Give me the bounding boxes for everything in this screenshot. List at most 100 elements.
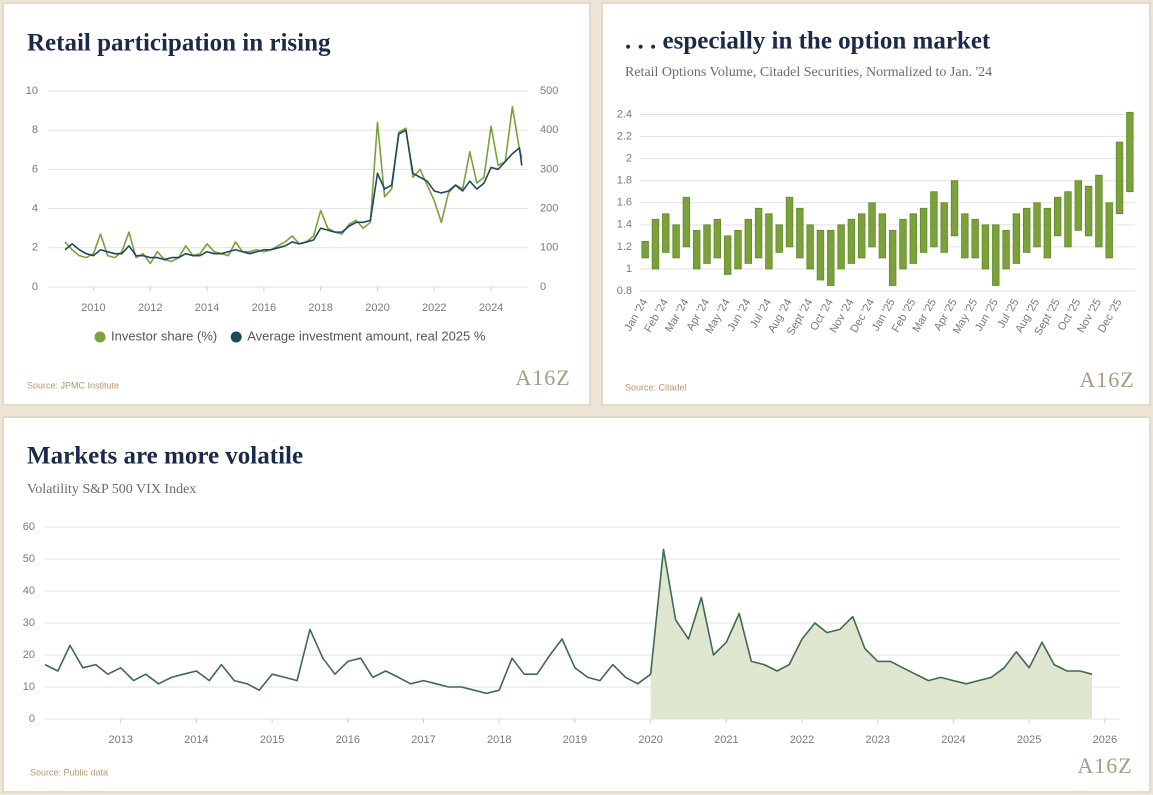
range-bar [899, 218, 907, 270]
x-tick-label: 2018 [487, 734, 511, 746]
y-tick-label: 6 [32, 163, 38, 175]
range-bar [641, 240, 649, 259]
x-tick-label: 2022 [790, 734, 814, 746]
y-tick-label: 0 [32, 281, 38, 293]
range-bar [919, 207, 928, 253]
range-bar [992, 224, 1000, 286]
shaded-area [650, 549, 1092, 719]
chart-title: Markets are more volatile [27, 443, 303, 470]
range-bar [713, 218, 722, 259]
range-bar [971, 218, 979, 259]
x-tick-label: 2025 [1017, 734, 1041, 746]
range-bar [682, 196, 691, 248]
chart-title: Retail participation in rising [27, 30, 331, 57]
range-bar [1115, 141, 1124, 215]
range-bar [981, 224, 990, 270]
y-tick-label: 0 [29, 713, 35, 725]
range-bar [961, 213, 969, 259]
legend-label: Investor share (%) [111, 328, 217, 343]
range-bar [754, 207, 763, 259]
range-bar [816, 229, 825, 281]
y-tick-label: 60 [23, 521, 35, 533]
y-tick-label: 1.2 [617, 241, 632, 253]
range-bar [1033, 202, 1041, 248]
series-line [64, 129, 523, 261]
y-tick-label: 30 [23, 617, 35, 629]
source-note: Source: Public data [30, 767, 108, 777]
y-tick-label: 50 [23, 553, 35, 565]
x-tick-label: 2016 [252, 302, 276, 314]
x-tick-label: 2020 [365, 302, 389, 314]
y-tick-label: 1.4 [617, 219, 632, 231]
x-tick-label: 2017 [411, 734, 435, 746]
range-bar [837, 224, 845, 270]
panel [2, 416, 1151, 793]
y2-tick-label: 200 [540, 203, 558, 215]
y-tick-label: 0.8 [617, 285, 632, 297]
range-bar [693, 229, 701, 270]
x-tick-label: 2020 [638, 734, 662, 746]
y-tick-label: 1.6 [617, 197, 632, 209]
logo: A16Z [515, 365, 570, 390]
y-tick-label: 2 [626, 153, 632, 165]
range-bar [734, 229, 742, 270]
range-bar [1012, 213, 1021, 264]
y-tick-label: 8 [32, 124, 38, 136]
x-tick-label: 2019 [563, 734, 587, 746]
source-note: Source: JPMC Institute [27, 380, 119, 390]
range-bar [1084, 185, 1093, 237]
range-bar [940, 202, 948, 253]
y-tick-label: 2 [32, 242, 38, 254]
range-bar [1064, 191, 1072, 248]
x-tick-label: 2023 [866, 734, 890, 746]
y2-tick-label: 500 [540, 85, 558, 97]
range-bar [858, 213, 866, 259]
range-bar [888, 229, 897, 286]
x-tick-label: 2018 [308, 302, 332, 314]
range-bar [785, 196, 794, 248]
range-bar [744, 218, 752, 264]
y-tick-label: 40 [23, 585, 35, 597]
y-tick-label: 10 [26, 85, 38, 97]
series-line [44, 548, 1093, 695]
logo: A16Z [1079, 367, 1134, 392]
legend-label: Average investment amount, real 2025 % [247, 328, 486, 343]
y2-tick-label: 0 [540, 281, 546, 293]
range-bar [1043, 207, 1052, 259]
panel [2, 2, 591, 406]
logo: A16Z [1077, 753, 1132, 778]
range-bar [796, 207, 804, 259]
range-bar [662, 213, 670, 253]
range-bar [950, 180, 959, 237]
x-tick-label: 2021 [714, 734, 738, 746]
range-bar [827, 229, 835, 286]
range-bar [1126, 111, 1134, 193]
range-bar [1023, 207, 1031, 253]
range-bar [930, 191, 938, 248]
range-bar [775, 224, 783, 253]
range-bar [868, 202, 876, 248]
x-tick-label: 2024 [941, 734, 965, 746]
series-line [64, 105, 523, 265]
chart-subtitle: Retail Options Volume, Citadel Securitie… [625, 65, 992, 80]
range-bar [1002, 229, 1010, 270]
source-note: Source: Citadel [625, 382, 687, 392]
range-bar [878, 213, 887, 259]
x-tick-label: 2014 [184, 734, 208, 746]
range-bar [909, 213, 917, 264]
range-bar [1105, 202, 1113, 259]
range-bar [672, 224, 680, 259]
range-bar [765, 213, 773, 270]
y2-tick-label: 300 [540, 163, 558, 175]
range-bar [703, 224, 711, 264]
y-tick-label: 2.2 [617, 130, 632, 142]
chart-subtitle: Volatility S&P 500 VIX Index [27, 482, 196, 497]
range-bar [806, 224, 814, 270]
legend-marker [230, 331, 242, 343]
x-tick-label: 2014 [195, 302, 219, 314]
y-tick-label: 1.8 [617, 175, 632, 187]
x-tick-label: 2024 [479, 302, 503, 314]
x-tick-label: 2013 [108, 734, 132, 746]
y-tick-label: 2.4 [617, 108, 632, 120]
